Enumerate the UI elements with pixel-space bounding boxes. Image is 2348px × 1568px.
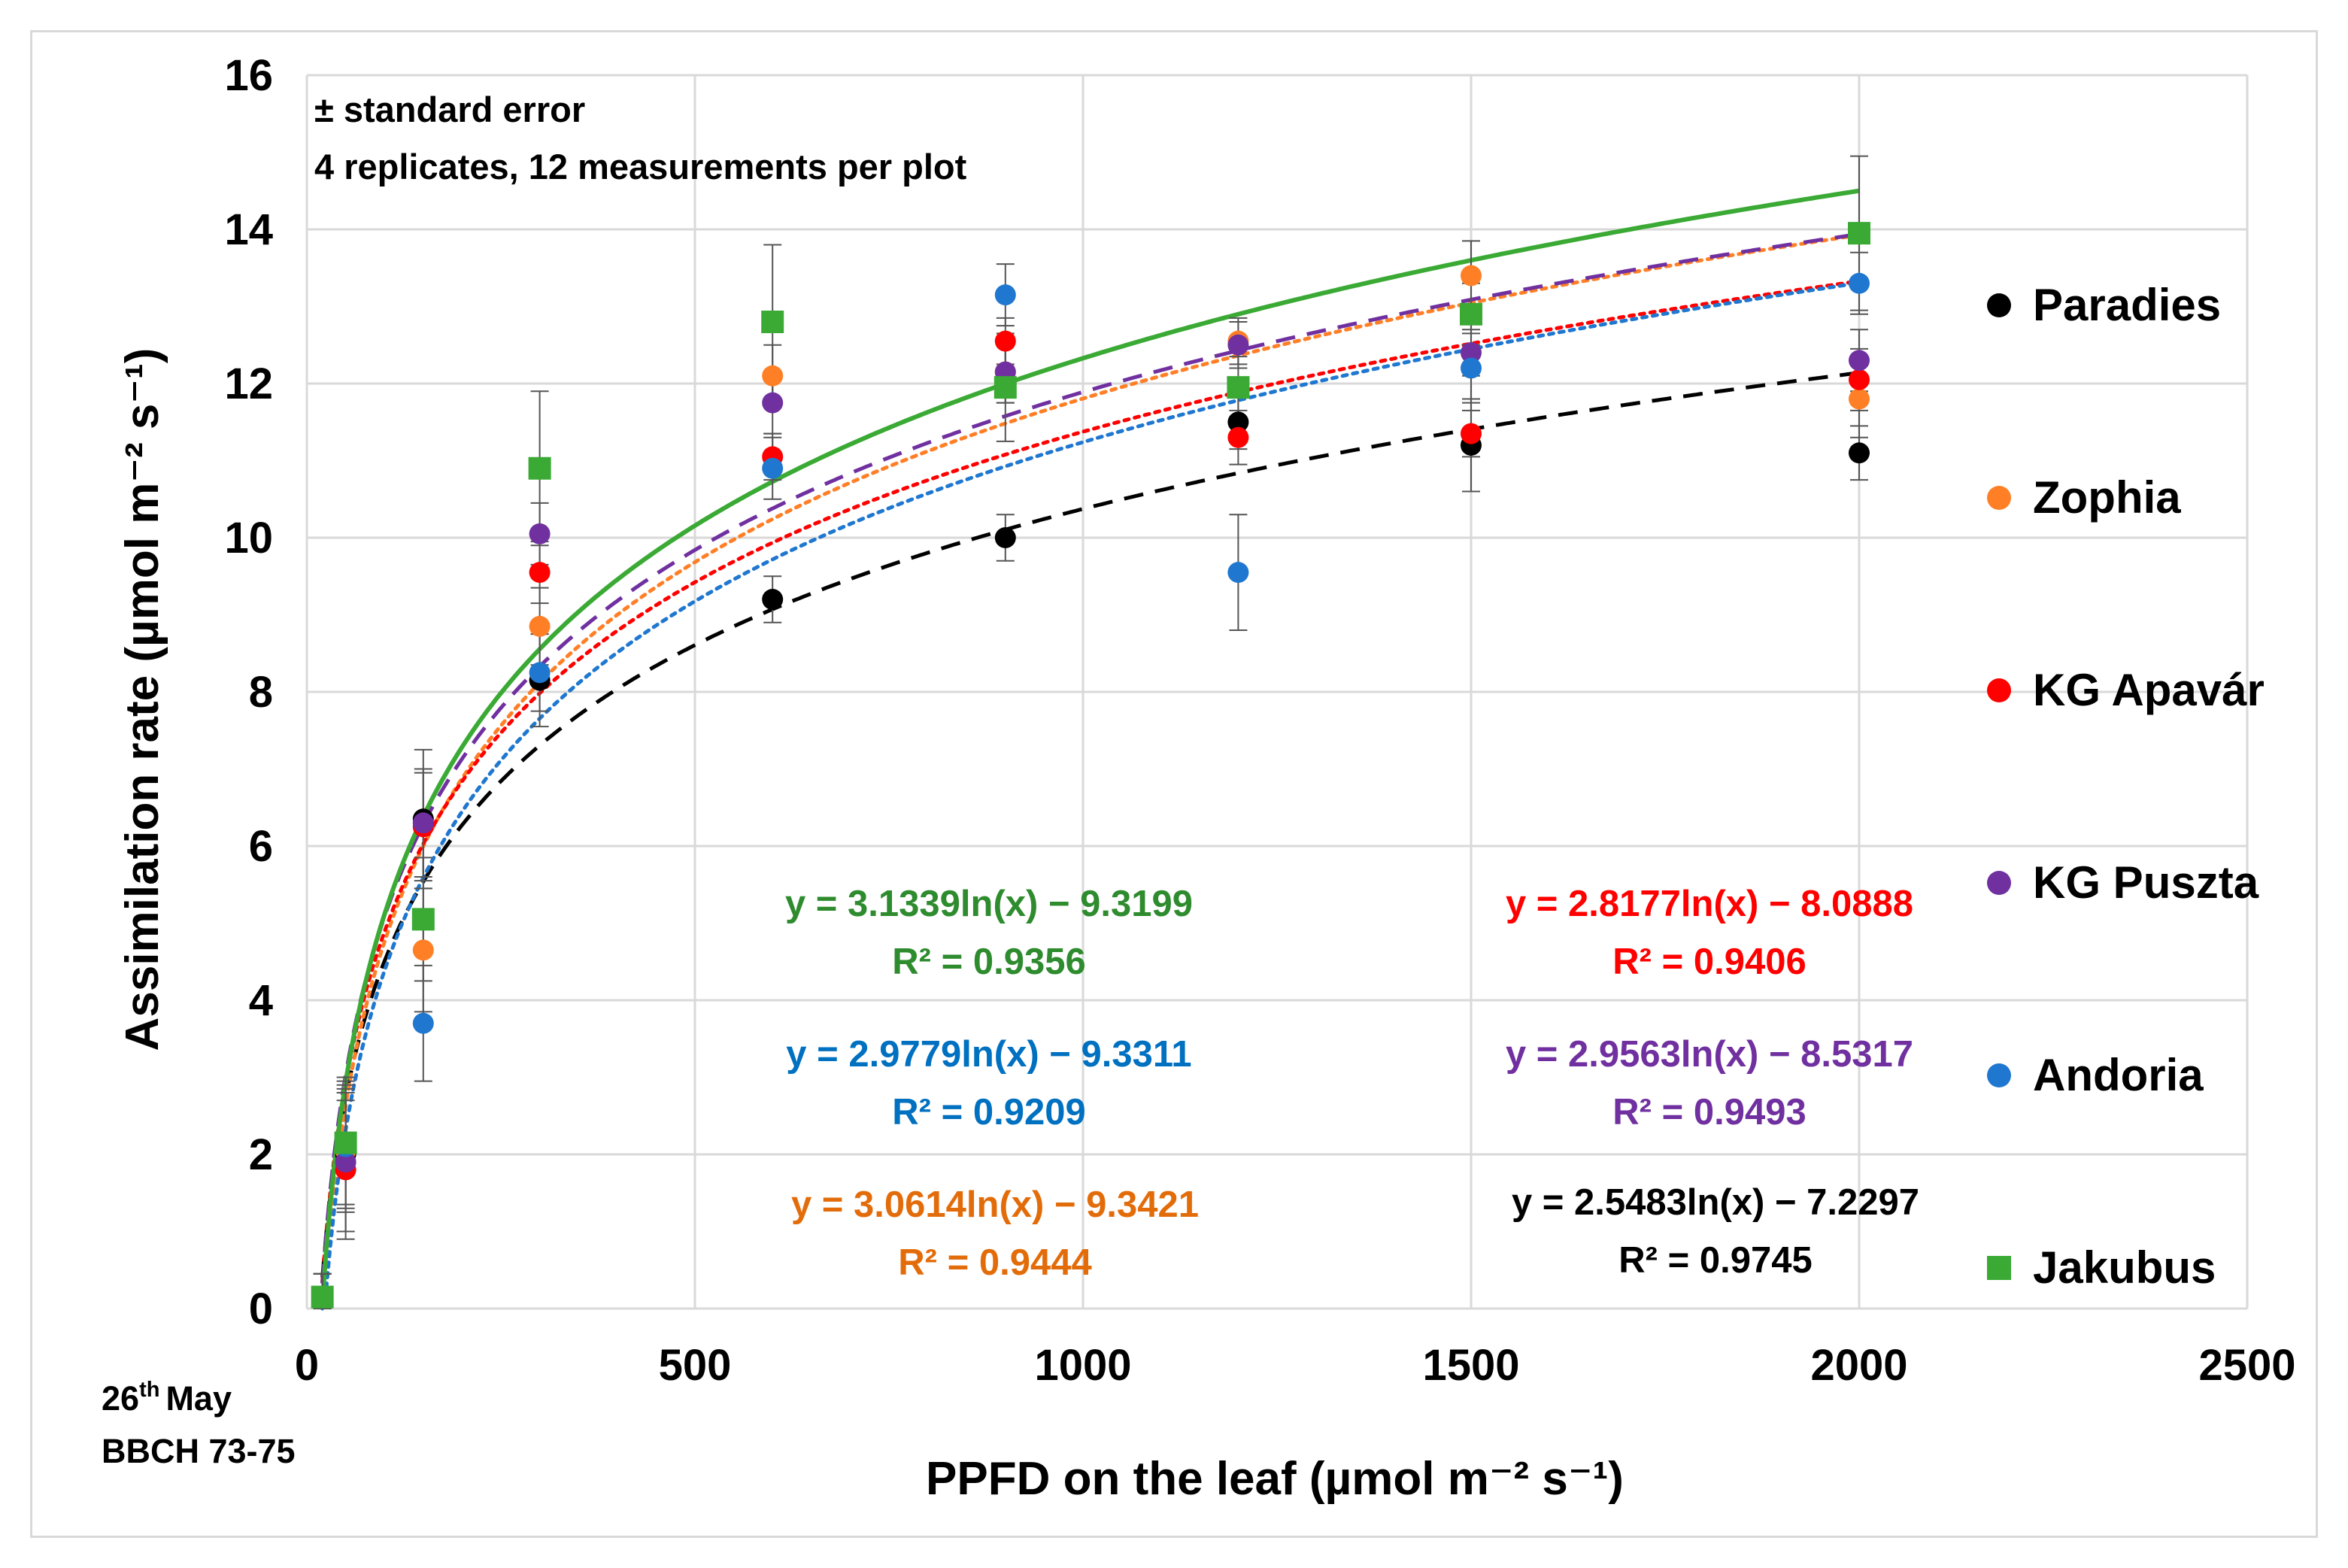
point-andoria-7 [1461, 357, 1482, 379]
point-andoria-5 [994, 284, 1016, 306]
point-andoria-4 [762, 457, 784, 479]
y-tick-label-16: 16 [224, 51, 273, 100]
legend-label-jakubus: Jakubus [2033, 1242, 2216, 1293]
point-andoria-8 [1849, 272, 1870, 294]
legend-marker-kg-puszta [1987, 871, 2011, 895]
equation-zophia: y = 3.0614ln(x) − 9.3421 [791, 1184, 1199, 1225]
note-standard-error: ± standard error [314, 89, 585, 129]
r2-jakubus: R² = 0.9356 [892, 942, 1085, 982]
y-axis-title: Assimilation rate (µmol m⁻² s⁻¹) [117, 348, 168, 1051]
x-tick-label-1000: 1000 [1034, 1341, 1131, 1390]
point-jakubus-0 [311, 1285, 334, 1309]
r2-kg-apavar: R² = 0.9406 [1612, 942, 1806, 982]
legend-marker-andoria [1987, 1063, 2011, 1087]
equation-kg-apavar: y = 2.8177ln(x) − 8.0888 [1506, 884, 1913, 924]
point-paradies-4 [762, 589, 784, 610]
x-tick-label-1500: 1500 [1422, 1341, 1519, 1390]
x-tick-label-2000: 2000 [1810, 1341, 1907, 1390]
equation-paradies: y = 2.5483ln(x) − 7.2297 [1512, 1182, 1919, 1223]
bbch-stage-label: BBCH 73-75 [102, 1432, 296, 1470]
point-jakubus-3 [528, 456, 551, 480]
y-tick-label-0: 0 [249, 1284, 273, 1333]
x-tick-label-0: 0 [295, 1341, 319, 1390]
equation-jakubus: y = 3.1339ln(x) − 9.3199 [785, 884, 1193, 924]
trendline-jakubus [320, 188, 1860, 1304]
r2-paradies: R² = 0.9745 [1618, 1240, 1812, 1281]
point-kg-puszta-1 [335, 1151, 356, 1173]
legend-marker-paradies [1987, 293, 2011, 317]
point-kg-apavar-6 [1227, 426, 1249, 448]
point-jakubus-7 [1460, 302, 1482, 326]
equation-kg-puszta: y = 2.9563ln(x) − 8.5317 [1506, 1034, 1913, 1075]
point-jakubus-6 [1227, 376, 1250, 399]
trendline-kg-apavar [320, 279, 1861, 1284]
trendline-paradies [320, 371, 1860, 1278]
point-kg-puszta-7 [1461, 342, 1482, 363]
r2-kg-puszta: R² = 0.9493 [1612, 1092, 1806, 1133]
y-tick-label-14: 14 [224, 205, 273, 254]
point-paradies-5 [994, 527, 1016, 548]
point-kg-puszta-8 [1849, 350, 1870, 372]
r2-andoria: R² = 0.9209 [892, 1092, 1085, 1133]
y-tick-label-8: 8 [249, 668, 273, 717]
legend-label-andoria: Andoria [2033, 1050, 2204, 1100]
trendline-andoria [320, 281, 1861, 1311]
point-kg-apavar-7 [1461, 423, 1482, 444]
point-zophia-2 [412, 939, 434, 961]
legend-label-kg-apavar: KG Apavár [2033, 665, 2265, 715]
point-jakubus-2 [411, 908, 435, 931]
legend: Paradies Zophia KG Apavár KG Puszta Ando… [1987, 280, 2265, 1293]
legend-marker-zophia [1987, 486, 2011, 510]
point-kg-apavar-8 [1849, 368, 1870, 390]
equation-andoria: y = 2.9779ln(x) − 9.3311 [786, 1034, 1191, 1075]
point-jakubus-5 [994, 376, 1017, 399]
point-zophia-8 [1849, 388, 1870, 410]
x-tick-label-2500: 2500 [2198, 1341, 2295, 1390]
legend-label-paradies: Paradies [2033, 280, 2221, 330]
x-axis-title: PPFD on the leaf (µmol m⁻² s⁻¹) [926, 1453, 1624, 1505]
y-tick-label-6: 6 [249, 822, 273, 871]
point-zophia-3 [529, 615, 551, 637]
y-tick-label-12: 12 [224, 359, 273, 408]
point-kg-puszta-4 [762, 392, 784, 414]
point-jakubus-4 [761, 311, 784, 333]
point-andoria-3 [529, 662, 551, 684]
point-kg-puszta-2 [412, 812, 434, 834]
y-tick-label-10: 10 [224, 514, 273, 563]
point-jakubus-1 [334, 1131, 357, 1154]
point-kg-apavar-3 [529, 562, 551, 584]
legend-marker-jakubus [1987, 1256, 2011, 1280]
y-tick-label-4: 4 [249, 976, 273, 1025]
point-zophia-7 [1461, 265, 1482, 287]
legend-marker-kg-apavar [1987, 678, 2011, 702]
point-kg-apavar-5 [994, 330, 1016, 352]
point-andoria-6 [1227, 562, 1249, 584]
point-kg-puszta-6 [1227, 334, 1249, 356]
chart-frame [30, 30, 2318, 1538]
legend-label-kg-puszta: KG Puszta [2033, 857, 2259, 908]
trendline-zophia [320, 233, 1861, 1311]
note-replicates: 4 replicates, 12 measurements per plot [314, 147, 967, 187]
y-tick-label-2: 2 [249, 1130, 273, 1179]
point-paradies-8 [1849, 442, 1870, 464]
point-paradies-6 [1227, 411, 1249, 433]
point-kg-puszta-3 [529, 523, 551, 544]
legend-label-zophia: Zophia [2033, 472, 2181, 523]
r2-zophia: R² = 0.9444 [898, 1242, 1091, 1283]
point-jakubus-8 [1848, 222, 1870, 245]
x-tick-label-500: 500 [659, 1341, 732, 1390]
trendline-kg-puszta [320, 232, 1860, 1284]
date-label: 26th May [102, 1378, 232, 1418]
point-andoria-2 [412, 1012, 434, 1034]
point-zophia-4 [762, 365, 784, 387]
